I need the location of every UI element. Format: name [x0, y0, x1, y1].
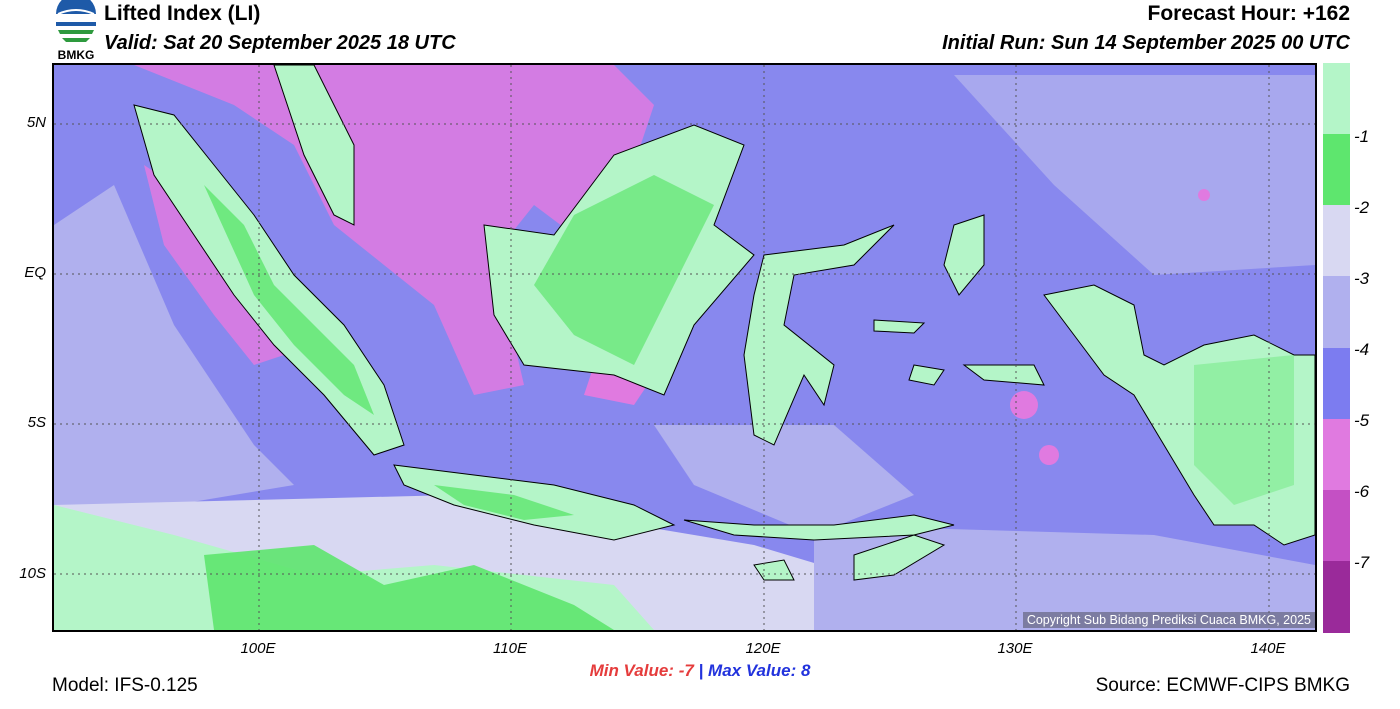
lon-label-110e: 110E [493, 640, 527, 657]
min-value: -7 [678, 661, 694, 680]
model-info: Model: IFS-0.125 [52, 675, 198, 696]
lat-label-eq: EQ [24, 264, 46, 281]
lat-label-5n: 5N [26, 114, 46, 131]
max-value: 8 [800, 661, 811, 680]
colorbar-segment [1323, 489, 1350, 562]
colorbar-label: -4 [1354, 340, 1370, 359]
map-title: Lifted Index (LI) [104, 2, 261, 25]
bmkg-logo [52, 0, 100, 62]
colorbar-segment [1323, 63, 1350, 135]
min-max-stats: Min Value: -7 | Max Value: 8 [0, 661, 1400, 681]
lat-label-5s: 5S [27, 414, 46, 431]
max-label: Max Value: [708, 661, 797, 680]
graticule [54, 65, 1315, 630]
lon-label-120e: 120E [745, 640, 781, 657]
colorbar-label: -7 [1354, 553, 1370, 572]
colorbar-segment [1323, 418, 1350, 491]
forecast-hour: Forecast Hour: +162 [1147, 2, 1351, 25]
lon-label-100e: 100E [240, 640, 276, 657]
colorbar-segment [1323, 205, 1350, 277]
initial-run: Initial Run: Sun 14 September 2025 00 UT… [942, 32, 1350, 54]
stats-separator: | [698, 661, 704, 680]
map-svg [54, 65, 1315, 630]
colorbar-segment [1323, 347, 1350, 420]
copyright-note: Copyright Sub Bidang Prediksi Cuaca BMKG… [1022, 612, 1315, 628]
colorbar-label: -6 [1354, 482, 1370, 501]
source-info: Source: ECMWF-CIPS BMKG [1095, 675, 1350, 696]
colorbar-segment [1323, 276, 1350, 348]
lon-label-140e: 140E [1250, 640, 1286, 657]
map-panel [52, 63, 1317, 632]
logo-text: BMKG [57, 48, 95, 62]
min-label: Min Value: [589, 661, 674, 680]
colorbar-label: -3 [1354, 269, 1370, 288]
colorbar-label: -5 [1354, 411, 1370, 430]
colorbar-label: -2 [1354, 198, 1370, 217]
colorbar-segment [1323, 134, 1350, 206]
lon-label-130e: 130E [997, 640, 1033, 657]
colorbar-label: -1 [1354, 127, 1370, 146]
colorbar [1323, 63, 1350, 633]
lat-label-10s: 10S [19, 565, 46, 582]
valid-time: Valid: Sat 20 September 2025 18 UTC [104, 32, 456, 54]
colorbar-segment [1323, 560, 1350, 633]
